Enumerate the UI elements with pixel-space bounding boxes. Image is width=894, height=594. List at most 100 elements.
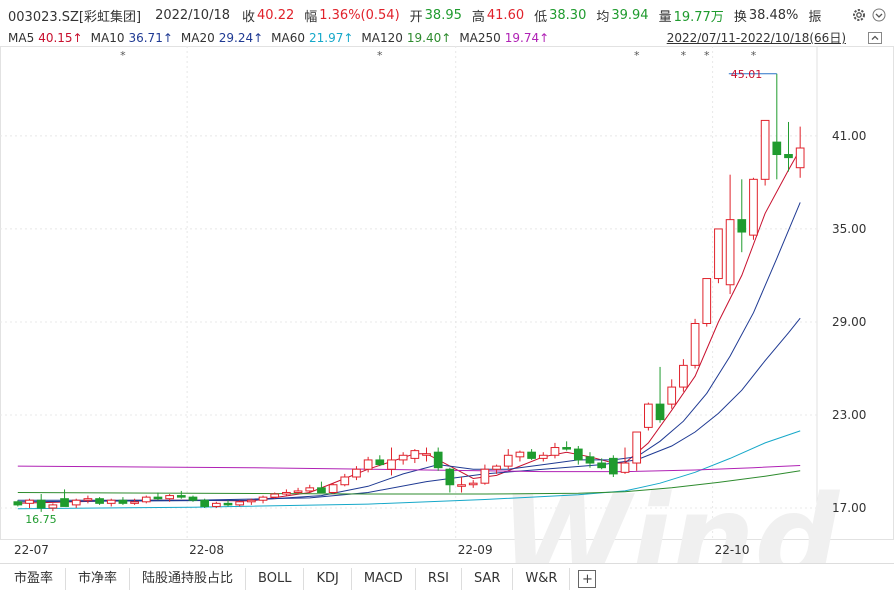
candle-body: [422, 453, 431, 456]
candle[interactable]: [410, 449, 420, 464]
candle[interactable]: [282, 489, 291, 496]
candle[interactable]: [445, 467, 455, 493]
candle[interactable]: [655, 366, 665, 423]
candle[interactable]: [153, 492, 163, 501]
candle[interactable]: [515, 450, 525, 462]
event-star-icon[interactable]: *: [751, 49, 757, 62]
candle[interactable]: [585, 452, 595, 468]
candle[interactable]: [480, 464, 490, 485]
candle-body: [714, 228, 723, 280]
candle[interactable]: [13, 500, 23, 507]
candle[interactable]: [211, 501, 221, 508]
candle[interactable]: [690, 318, 700, 369]
event-star-icon[interactable]: *: [634, 49, 640, 62]
candle[interactable]: [784, 121, 793, 172]
candle-body: [690, 323, 700, 366]
candle[interactable]: [608, 455, 618, 477]
candle[interactable]: [71, 498, 81, 508]
plus-icon[interactable]: +: [578, 570, 597, 588]
ma-legend: MA5 40.15↑ MA10 36.71↑ MA20 29.24↑ MA60 …: [0, 29, 894, 47]
tab-macd[interactable]: MACD: [352, 568, 416, 590]
amplitude-label: 振: [808, 9, 822, 25]
candle[interactable]: [503, 449, 513, 470]
candle[interactable]: [340, 473, 350, 487]
event-star-icon[interactable]: *: [681, 49, 687, 62]
event-star-icon[interactable]: *: [704, 49, 710, 62]
candle[interactable]: [644, 402, 653, 431]
tab-northbound[interactable]: 陆股通持股占比: [130, 568, 247, 590]
candle[interactable]: [141, 495, 151, 504]
candle[interactable]: [433, 447, 443, 471]
period-range[interactable]: 2022/07/11-2022/10/18(66日): [666, 31, 846, 45]
candle[interactable]: [48, 503, 58, 512]
candle[interactable]: [457, 476, 466, 493]
chevron-down-icon[interactable]: [870, 6, 888, 24]
candle[interactable]: [165, 494, 174, 502]
candlestick-chart[interactable]: Wind * * * * * * 41.00 35.00 29.00 23.00 17.00 22…: [0, 46, 894, 563]
candle[interactable]: [83, 495, 93, 504]
candle[interactable]: [573, 445, 583, 465]
candle[interactable]: [352, 466, 361, 481]
candle[interactable]: [468, 480, 478, 488]
candle[interactable]: [760, 119, 770, 186]
event-star-icon[interactable]: *: [120, 49, 126, 62]
candle[interactable]: [60, 489, 69, 507]
candle[interactable]: [95, 497, 104, 505]
candle[interactable]: [36, 494, 46, 512]
tab-wr[interactable]: W&R: [513, 568, 571, 590]
candle[interactable]: [597, 458, 607, 470]
candle[interactable]: [118, 497, 128, 505]
candle[interactable]: [562, 441, 571, 451]
close-label: 收: [242, 9, 256, 25]
candle[interactable]: [632, 431, 642, 471]
candle[interactable]: [737, 179, 747, 253]
candle[interactable]: [422, 447, 431, 462]
gear-icon[interactable]: [850, 6, 868, 24]
chevron-up-icon[interactable]: [866, 30, 884, 46]
candle[interactable]: [772, 73, 782, 180]
candle[interactable]: [550, 442, 560, 459]
candle[interactable]: [679, 359, 688, 392]
candle[interactable]: [176, 490, 186, 499]
candle[interactable]: [398, 452, 408, 465]
candle[interactable]: [188, 495, 198, 502]
tab-pb[interactable]: 市净率: [66, 568, 131, 590]
candle[interactable]: [223, 500, 233, 507]
stock-symbol[interactable]: 003023.SZ[彩虹集团]: [8, 9, 142, 25]
candle[interactable]: [293, 487, 303, 495]
tab-rsi[interactable]: RSI: [416, 568, 462, 590]
ma-line-ma20: [17, 317, 801, 501]
tab-pe[interactable]: 市盈率: [0, 568, 67, 590]
candle[interactable]: [387, 447, 396, 476]
candle[interactable]: [305, 484, 315, 493]
candle[interactable]: [328, 483, 338, 495]
candle[interactable]: [130, 498, 139, 505]
candle[interactable]: [363, 456, 373, 473]
candle[interactable]: [375, 455, 385, 467]
candle[interactable]: [795, 126, 805, 178]
candle-body: [60, 498, 69, 507]
candle[interactable]: [492, 464, 501, 474]
tab-sar[interactable]: SAR: [462, 568, 514, 590]
candle[interactable]: [667, 379, 677, 409]
candle[interactable]: [749, 177, 758, 240]
candle[interactable]: [538, 452, 548, 462]
candle[interactable]: [106, 498, 116, 507]
candle[interactable]: [620, 447, 630, 474]
candle[interactable]: [317, 481, 326, 493]
event-star-icon[interactable]: *: [377, 49, 383, 62]
candle[interactable]: [200, 498, 210, 508]
candle[interactable]: [258, 495, 268, 504]
candle[interactable]: [235, 500, 245, 507]
y-tick-label: 29.00: [832, 315, 866, 329]
candle[interactable]: [270, 492, 280, 499]
candle[interactable]: [725, 174, 735, 295]
tab-kdj[interactable]: KDJ: [304, 568, 352, 590]
candle[interactable]: [714, 228, 723, 284]
candle[interactable]: [25, 498, 34, 508]
tab-boll[interactable]: BOLL: [246, 568, 305, 590]
candle[interactable]: [247, 498, 256, 505]
candle-body: [375, 459, 385, 466]
candle[interactable]: [527, 449, 536, 460]
candle[interactable]: [702, 278, 712, 327]
